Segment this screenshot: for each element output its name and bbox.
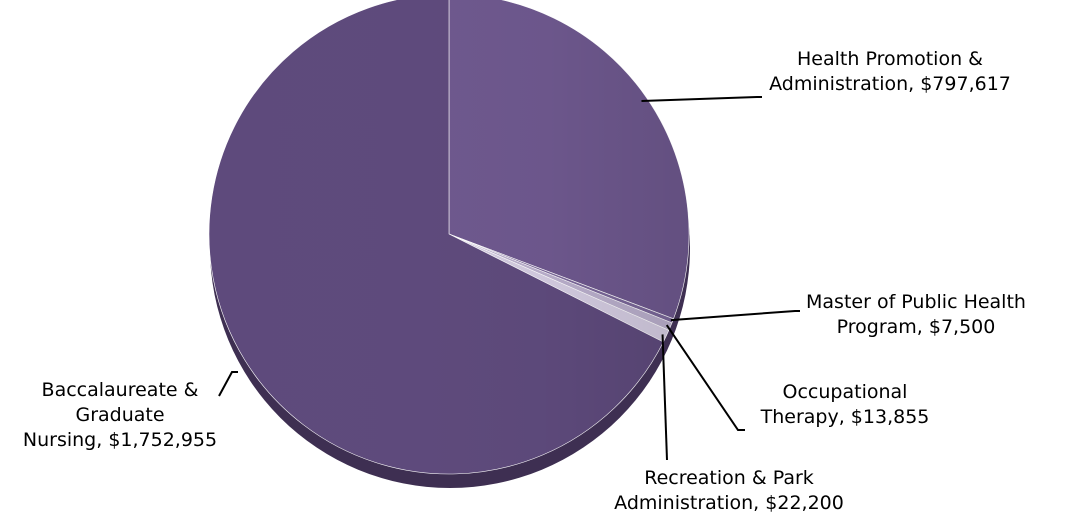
slice-label-occupational-therapy: Occupational Therapy, $13,855 xyxy=(760,381,930,428)
slice-label-health-promotion: Health Promotion & Administration, $797,… xyxy=(769,48,1011,95)
slice-label-master-of-public-health: Master of Public Health Program, $7,500 xyxy=(806,291,1026,338)
leader-line-recreation-park xyxy=(661,334,668,461)
leader-line-occupational-therapy xyxy=(665,324,745,431)
leader-line-baccalaureate-nursing xyxy=(218,371,238,397)
leader-line-health-promotion xyxy=(641,96,762,102)
slice-label-baccalaureate-nursing: Baccalaureate & Graduate Nursing, $1,752… xyxy=(22,379,218,451)
leader-line-master-of-public-health xyxy=(670,310,800,322)
slice-label-recreation-park: Recreation & Park Administration, $22,20… xyxy=(614,467,844,514)
